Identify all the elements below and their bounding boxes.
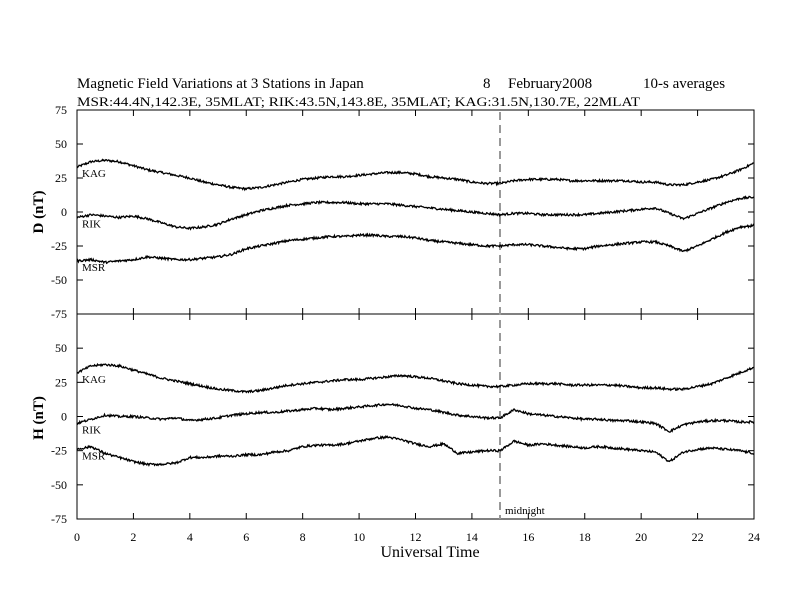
xtick-label: 24 <box>748 530 760 544</box>
d-series-kag <box>76 158 754 192</box>
x-axis-ticks: 0 2 4 6 8 10 12 14 16 18 20 22 24 <box>74 530 760 544</box>
d-ytick-label: 50 <box>55 137 67 151</box>
chart-subtitle: MSR:44.4N,142.3E, 35MLAT; RIK:43.5N,143.… <box>77 95 640 109</box>
xtick-label: 2 <box>130 530 136 544</box>
xtick-label: 6 <box>243 530 249 544</box>
h-ytick-label: 50 <box>55 341 67 355</box>
h-ytick-label: -50 <box>51 478 67 492</box>
d-series-label-rik: RIK <box>82 218 101 230</box>
x-axis-label: Universal Time <box>380 544 479 561</box>
xtick-label: 20 <box>635 530 647 544</box>
h-series-label-kag: KAG <box>82 374 106 386</box>
xtick-label: 22 <box>692 530 704 544</box>
xtick-label: 4 <box>187 530 193 544</box>
d-panel-ylabel: D (nT) <box>31 191 47 234</box>
d-series-msr <box>76 223 755 265</box>
xtick-label: 16 <box>522 530 534 544</box>
xtick-label: 10 <box>353 530 365 544</box>
d-series-rik <box>76 195 755 231</box>
h-ytick-label: 25 <box>55 375 67 389</box>
xtick-label: 14 <box>466 530 478 544</box>
chart-date-month-year: February2008 <box>508 76 592 92</box>
d-ytick-label: -50 <box>51 273 67 287</box>
d-ytick-label: 25 <box>55 171 67 185</box>
h-ytick-label: 0 <box>61 410 67 424</box>
xtick-label: 8 <box>300 530 306 544</box>
h-ytick-label: -75 <box>51 512 67 526</box>
chart-averaging: 10-s averages <box>643 76 725 92</box>
midnight-label: midnight <box>505 505 545 517</box>
h-panel-series: KAG RIK MSR <box>76 362 755 467</box>
d-ytick-label: 75 <box>55 103 67 117</box>
chart-date-day: 8 <box>483 76 491 92</box>
d-ytick-label: -25 <box>51 239 67 253</box>
h-ytick-label: -25 <box>51 444 67 458</box>
d-ytick-label: 0 <box>61 205 67 219</box>
h-series-label-msr: MSR <box>82 450 106 462</box>
d-panel-series: KAG RIK MSR <box>76 158 755 274</box>
d-series-label-msr: MSR <box>82 262 106 274</box>
h-series-msr <box>76 434 755 467</box>
xtick-label: 18 <box>579 530 591 544</box>
h-series-label-rik: RIK <box>82 424 101 436</box>
h-series-kag <box>76 362 755 394</box>
d-series-label-kag: KAG <box>82 168 106 180</box>
h-series-rik <box>76 402 755 433</box>
xtick-label: 12 <box>410 530 422 544</box>
d-ytick-label: -75 <box>51 307 67 321</box>
chart-title: Magnetic Field Variations at 3 Stations … <box>77 76 364 92</box>
h-panel-ylabel: H (nT) <box>31 396 47 440</box>
h-panel-frame <box>76 313 755 520</box>
d-panel-ticks: 75 50 25 0 -25 -50 -75 <box>51 103 755 321</box>
h-panel-ticks: 50 25 0 -25 -50 -75 <box>51 314 755 526</box>
d-panel-frame <box>76 109 755 315</box>
xtick-label: 0 <box>74 530 80 544</box>
